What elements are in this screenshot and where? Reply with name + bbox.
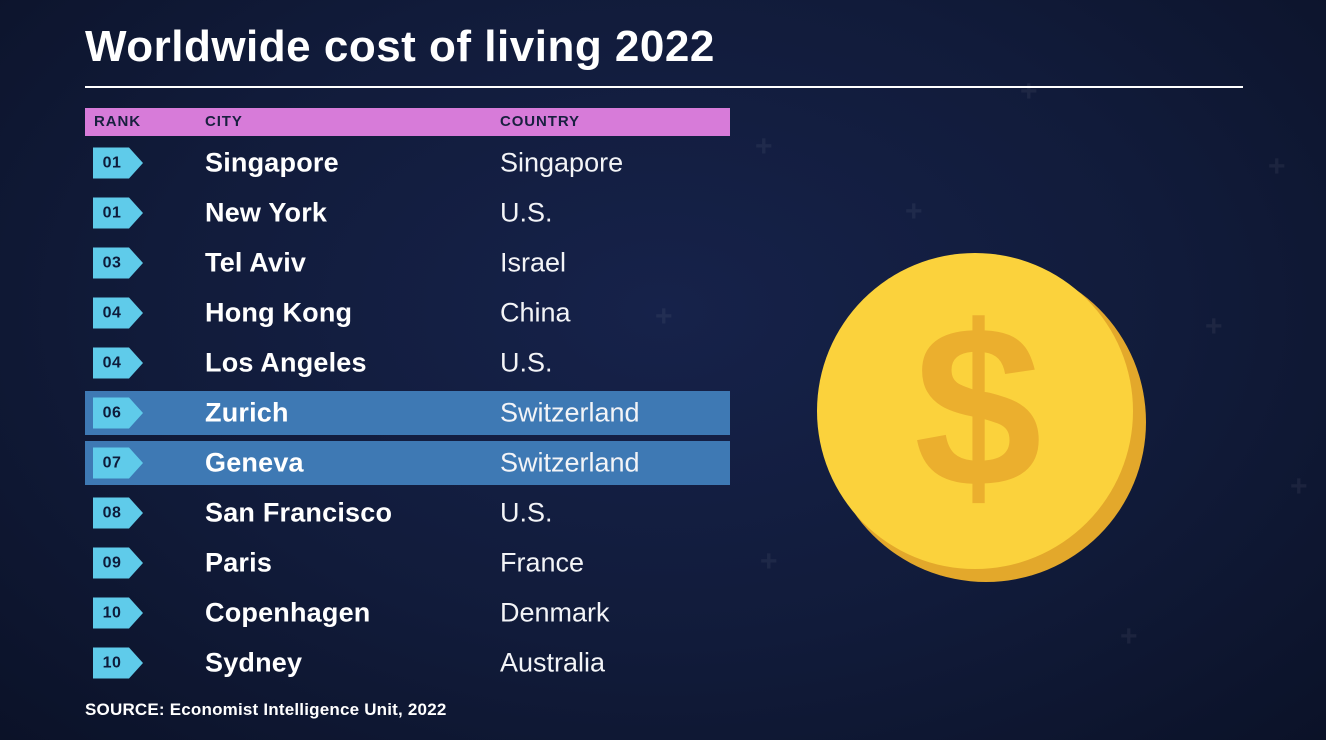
table-row: 03 Tel Aviv Israel [85, 238, 730, 288]
city-cell: New York [205, 197, 328, 228]
city-cell: Zurich [205, 397, 289, 428]
city-cell: Los Angeles [205, 347, 367, 378]
rank-badge-label: 10 [102, 654, 122, 671]
city-cell: Copenhagen [205, 597, 371, 628]
rank-badge: 03 [93, 247, 143, 279]
table-row: 09 Paris France [85, 538, 730, 588]
city-cell: Sydney [205, 647, 303, 678]
table-row: 08 San Francisco U.S. [85, 488, 730, 538]
city-cell: Tel Aviv [205, 247, 307, 278]
table-row: 10 Copenhagen Denmark [85, 588, 730, 638]
rank-badge: 10 [93, 597, 143, 629]
rank-badge-label: 10 [102, 604, 122, 621]
column-header-country: COUNTRY [500, 113, 580, 130]
page-title: Worldwide cost of living 2022 [85, 22, 715, 71]
country-cell: Singapore [500, 147, 624, 178]
plus-mark: + [1268, 150, 1286, 183]
table-header: RANK CITY COUNTRY [85, 108, 730, 136]
ranking-table: RANK CITY COUNTRY 01 Singapore Singapore… [85, 108, 730, 688]
rank-badge: 01 [93, 197, 143, 229]
rank-badge-label: 03 [102, 254, 122, 271]
country-cell: Switzerland [500, 397, 640, 428]
dollar-coin-icon: $ [817, 253, 1146, 582]
table-row: 04 Hong Kong China [85, 288, 730, 338]
column-header-city: CITY [205, 113, 243, 130]
table-row: 04 Los Angeles U.S. [85, 338, 730, 388]
rank-badge-label: 08 [102, 504, 122, 521]
plus-mark: + [1290, 470, 1308, 503]
table-row: 01 Singapore Singapore [85, 138, 730, 188]
rank-badge-label: 01 [102, 154, 122, 171]
table-row: 07 Geneva Switzerland [85, 438, 730, 488]
plus-mark: + [1020, 75, 1038, 108]
rank-badge-label: 07 [102, 454, 122, 471]
ranking-rows: 01 Singapore Singapore 01 New York U.S. … [85, 138, 730, 688]
country-cell: U.S. [500, 497, 553, 528]
rank-badge: 04 [93, 347, 143, 379]
city-cell: Geneva [205, 447, 304, 478]
column-header-rank: RANK [94, 113, 141, 130]
country-cell: U.S. [500, 197, 553, 228]
rank-badge: 07 [93, 447, 143, 479]
rank-badge-label: 04 [102, 354, 122, 371]
table-row: 06 Zurich Switzerland [85, 388, 730, 438]
rank-badge: 01 [93, 147, 143, 179]
country-cell: France [500, 547, 585, 578]
city-cell: Singapore [205, 147, 339, 178]
table-row: 10 Sydney Australia [85, 638, 730, 688]
rank-badge: 09 [93, 547, 143, 579]
rank-badge-label: 01 [102, 204, 122, 221]
dollar-sign: $ [914, 278, 1042, 535]
rank-badge-label: 04 [102, 304, 122, 321]
plus-mark: + [1120, 620, 1138, 653]
rank-badge: 04 [93, 297, 143, 329]
country-cell: Switzerland [500, 447, 640, 478]
table-row: 01 New York U.S. [85, 188, 730, 238]
city-cell: Hong Kong [205, 297, 353, 328]
coin-face [817, 253, 1133, 569]
rank-badge: 06 [93, 397, 143, 429]
city-cell: San Francisco [205, 497, 393, 528]
country-cell: Australia [500, 647, 606, 678]
plus-mark: + [760, 545, 778, 578]
plus-mark: + [755, 130, 773, 163]
rank-badge: 10 [93, 647, 143, 679]
country-cell: Denmark [500, 597, 610, 628]
title-underline [85, 86, 1243, 88]
rank-badge-label: 09 [102, 554, 122, 571]
plus-mark: + [905, 195, 923, 228]
rank-badge-label: 06 [102, 404, 122, 421]
country-cell: U.S. [500, 347, 553, 378]
city-cell: Paris [205, 547, 273, 578]
rank-badge: 08 [93, 497, 143, 529]
country-cell: Israel [500, 247, 567, 278]
country-cell: China [500, 297, 571, 328]
plus-mark: + [1205, 310, 1223, 343]
source-credit: SOURCE: Economist Intelligence Unit, 202… [85, 700, 447, 719]
